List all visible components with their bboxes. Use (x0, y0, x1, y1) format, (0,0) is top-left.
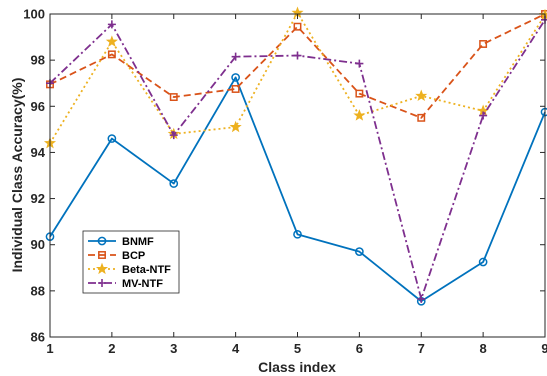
data-point (231, 52, 240, 61)
y-tick-label: 86 (31, 330, 45, 345)
data-point (478, 257, 488, 267)
data-point (169, 179, 179, 188)
data-point (293, 22, 302, 31)
series-line (49, 13, 546, 119)
x-tick-label: 4 (232, 341, 240, 356)
data-point (415, 89, 428, 102)
legend: BNMF BCP Beta-NTF MV-NTF (82, 230, 180, 294)
series-line (49, 11, 546, 144)
data-point (355, 89, 364, 98)
y-axis-label: Individual Class Accuracy(%) (9, 78, 25, 273)
legend-marker (98, 251, 106, 259)
data-point (293, 229, 302, 239)
series-line (49, 76, 546, 303)
legend-label: MV-NTF (122, 278, 163, 290)
x-tick-label: 9 (541, 341, 547, 356)
data-point (107, 134, 117, 143)
legend-entry: Beta-NTF (88, 262, 171, 276)
x-tick-label: 3 (170, 341, 177, 356)
y-tick-label: 92 (31, 191, 45, 206)
x-tick-label: 7 (418, 341, 425, 356)
x-tick-label: 5 (294, 341, 301, 356)
y-tick-label: 100 (23, 7, 45, 22)
data-point (169, 93, 178, 102)
data-point (107, 20, 116, 29)
y-tick-label: 90 (31, 237, 45, 252)
x-tick-label: 6 (356, 341, 363, 356)
data-point (417, 113, 426, 122)
legend-entry: BNMF (88, 236, 154, 248)
legend-label: Beta-NTF (122, 264, 171, 276)
data-point (229, 120, 242, 133)
data-point (231, 73, 240, 82)
legend-entry: BCP (88, 250, 145, 262)
x-axis-label: Class index (258, 359, 336, 375)
data-point (231, 85, 240, 93)
data-point (105, 35, 118, 47)
legend-marker (97, 236, 107, 246)
legend-marker (95, 262, 109, 275)
y-tick-label: 96 (31, 99, 45, 114)
data-point (417, 294, 426, 303)
legend-label: BNMF (122, 236, 154, 248)
x-tick-label: 2 (108, 341, 115, 356)
data-point (479, 40, 488, 48)
data-point (293, 51, 302, 60)
y-tick-label: 88 (31, 283, 45, 298)
data-point (353, 109, 366, 121)
legend-label: BCP (122, 250, 145, 262)
data-point (355, 59, 364, 68)
series-bcp (46, 10, 547, 122)
data-point (355, 247, 364, 256)
legend-marker (98, 279, 106, 287)
data-point (479, 111, 488, 120)
y-tick-label: 94 (31, 145, 46, 160)
legend-entry: MV-NTF (88, 278, 163, 290)
y-tick-label: 98 (31, 53, 45, 68)
data-point (169, 131, 178, 140)
x-tick-label: 8 (480, 341, 487, 356)
data-point (107, 50, 116, 59)
x-tick-label: 1 (46, 341, 53, 356)
